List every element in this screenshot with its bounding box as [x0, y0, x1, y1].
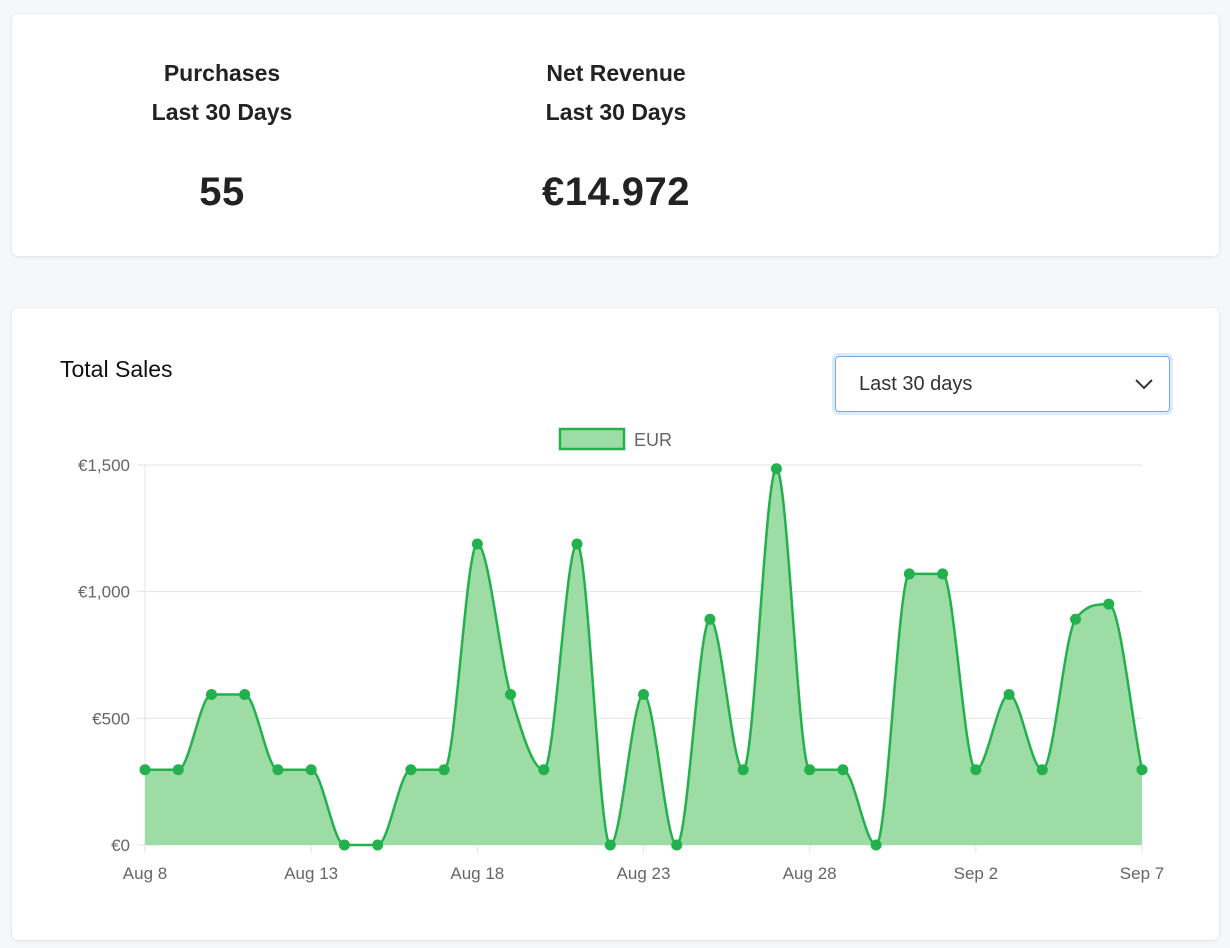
- y-tick-label: €1,500: [78, 456, 130, 475]
- data-point[interactable]: [737, 764, 749, 776]
- y-tick-label: €1,000: [78, 583, 130, 602]
- chevron-down-icon: [1135, 379, 1153, 390]
- data-point[interactable]: [1036, 764, 1048, 776]
- data-point[interactable]: [471, 538, 483, 550]
- data-point[interactable]: [837, 764, 849, 776]
- data-point[interactable]: [1136, 764, 1148, 776]
- chart-points: [139, 463, 1148, 851]
- chart-legend: EUR: [558, 427, 672, 451]
- data-point[interactable]: [770, 463, 782, 475]
- data-point[interactable]: [804, 764, 816, 776]
- x-tick-label: Aug 18: [450, 864, 504, 883]
- data-point[interactable]: [139, 764, 151, 776]
- stats-card: Purchases Last 30 Days 55 Net Revenue La…: [12, 14, 1219, 256]
- stat-revenue: Net Revenue Last 30 Days €14.972: [466, 54, 766, 215]
- data-point[interactable]: [571, 538, 583, 550]
- data-point[interactable]: [671, 839, 683, 851]
- x-tick-label: Aug 28: [783, 864, 837, 883]
- date-range-select-value: Last 30 days: [859, 373, 973, 395]
- stat-purchases-period: Last 30 Days: [151, 99, 293, 125]
- data-point[interactable]: [638, 689, 649, 701]
- y-tick-label: €0: [111, 836, 130, 855]
- data-point[interactable]: [372, 839, 384, 851]
- data-point[interactable]: [538, 764, 550, 776]
- data-point[interactable]: [704, 613, 716, 625]
- x-tick-label: Sep 7: [1120, 864, 1164, 883]
- data-point[interactable]: [338, 839, 350, 851]
- date-range-select[interactable]: Last 30 days: [835, 356, 1170, 412]
- data-point[interactable]: [1070, 613, 1082, 625]
- stat-revenue-period: Last 30 Days: [545, 99, 687, 125]
- data-point[interactable]: [405, 764, 417, 776]
- x-tick-label: Sep 2: [954, 864, 998, 883]
- chart-title: Total Sales: [60, 356, 173, 382]
- x-tick-label: Aug 8: [123, 864, 167, 883]
- data-point[interactable]: [604, 839, 616, 851]
- legend-swatch: [558, 427, 626, 451]
- stat-revenue-value: €14.972: [541, 170, 691, 214]
- chart-area-layer: [145, 467, 1144, 847]
- data-point[interactable]: [970, 764, 982, 776]
- data-point[interactable]: [272, 764, 284, 776]
- x-tick-label: Aug 23: [617, 864, 671, 883]
- data-point[interactable]: [937, 568, 949, 580]
- stat-revenue-label: Net Revenue: [546, 60, 686, 86]
- data-point[interactable]: [205, 689, 217, 701]
- series-area-fill: [145, 468, 1142, 845]
- data-point[interactable]: [1103, 598, 1115, 610]
- y-tick-label: €500: [92, 709, 130, 728]
- data-point[interactable]: [172, 764, 184, 776]
- chart-card: Total Sales Last 30 days €0 €500 €1,000 €1,…: [12, 308, 1219, 940]
- stat-purchases: Purchases Last 30 Days 55: [72, 54, 372, 215]
- x-tick-label: Aug 13: [284, 864, 338, 883]
- data-point[interactable]: [505, 689, 517, 701]
- series-line: [145, 467, 1144, 847]
- data-point[interactable]: [870, 839, 882, 851]
- data-point[interactable]: [305, 764, 317, 776]
- data-point[interactable]: [239, 689, 251, 701]
- data-point[interactable]: [903, 568, 915, 580]
- legend-label[interactable]: EUR: [634, 430, 672, 450]
- sales-chart: €0 €500 €1,000 €1,500 Aug 8 Aug 13 Aug 18 Aug 2…: [78, 427, 1164, 883]
- stat-purchases-label: Purchases: [163, 60, 281, 86]
- data-point[interactable]: [1003, 689, 1015, 701]
- stat-purchases-value: 55: [199, 170, 245, 214]
- chart-ticks: €0 €500 €1,000 €1,500 Aug 8 Aug 13 Aug 18 Aug 2…: [78, 456, 1164, 883]
- data-point[interactable]: [438, 764, 450, 776]
